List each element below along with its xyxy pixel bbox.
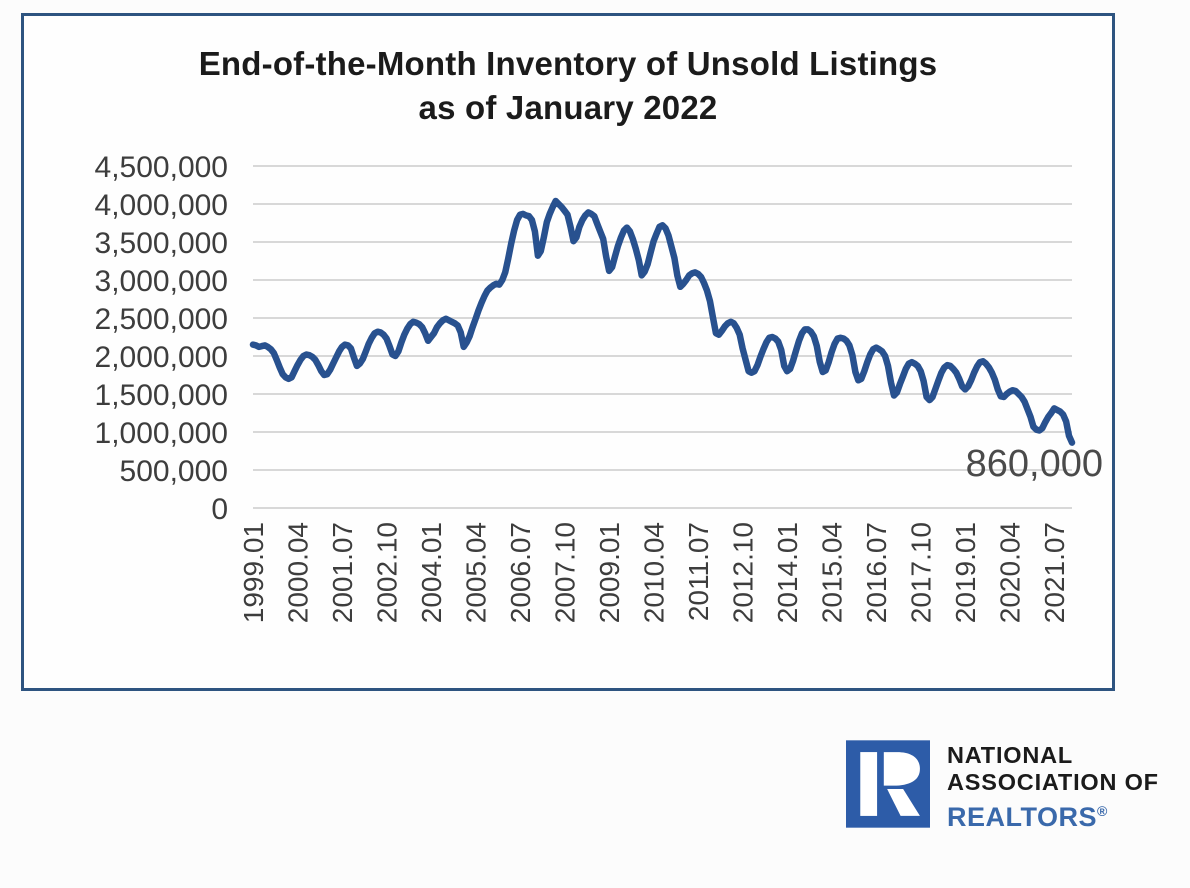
x-axis-tick-label: 2015.04 [817,522,848,623]
y-axis-tick-label: 2,500,000 [95,303,228,336]
realtor-r-block-icon [846,740,930,828]
x-axis-tick-label: 1999.01 [238,522,269,623]
chart-title-line1: End-of-the-Month Inventory of Unsold Lis… [198,45,938,82]
y-axis-tick-label: 500,000 [120,455,228,488]
inventory-line-chart: 0 500,000 1,000,000 1,500,000 2,000,000 2,500… [95,151,1103,623]
x-axis-tick-label: 2011.07 [683,522,714,621]
x-axis-tick-label: 2019.01 [950,522,981,623]
y-axis-tick-label: 3,500,000 [95,227,228,260]
x-axis-tick-label: 2010.04 [639,522,670,623]
y-axis-tick-label: 2,000,000 [95,341,228,374]
x-axis-tick-label: 2002.10 [372,522,403,623]
inventory-line-series [249,197,1076,446]
x-axis-tick-label: 2001.07 [327,522,358,623]
registered-trademark-symbol: ® [1097,803,1108,819]
nar-logo-realtors-word: REALTORS [947,802,1098,832]
x-axis-tick-label: 2014.01 [772,522,803,623]
y-axis-tick-label: 0 [211,493,228,526]
nar-logo-line1: NATIONAL [947,742,1074,768]
x-axis-tick-label: 2009.01 [594,522,625,623]
nar-logo-realtors: REALTORS® [947,796,1159,832]
chart-title-line2: as of January 2022 [418,89,718,126]
x-axis-tick-label: 2021.07 [1039,522,1070,623]
chart-frame: End-of-the-Month Inventory of Unsold Lis… [21,13,1115,691]
y-axis-tick-label: 1,500,000 [95,379,228,412]
nar-logo: NATIONAL ASSOCIATION OF REALTORS® [846,740,1159,832]
x-axis-tick-label: 2017.10 [906,522,937,623]
nar-logo-text: NATIONAL ASSOCIATION OF REALTORS® [947,740,1159,832]
x-axis-tick-label: 2005.04 [461,522,492,623]
final-value-annotation: 860,000 [966,443,1103,485]
x-axis-tick-label: 2012.10 [728,522,759,623]
x-axis-tick-label: 2006.07 [505,522,536,623]
y-axis-tick-label: 1,000,000 [95,417,228,450]
y-axis-tick-label: 3,000,000 [95,265,228,298]
x-axis-tick-label: 2020.04 [995,522,1026,623]
chart-title: End-of-the-Month Inventory of Unsold Lis… [24,42,1112,130]
y-axis-tick-label: 4,000,000 [95,189,228,222]
y-axis-tick-label: 4,500,000 [95,151,228,184]
x-axis-tick-label: 2007.10 [550,522,581,623]
nar-logo-line2: ASSOCIATION OF [947,769,1159,795]
x-axis-tick-label: 2016.07 [861,522,892,623]
x-axis-tick-label: 2004.01 [416,522,447,623]
x-axis-tick-label: 2000.04 [283,522,314,623]
